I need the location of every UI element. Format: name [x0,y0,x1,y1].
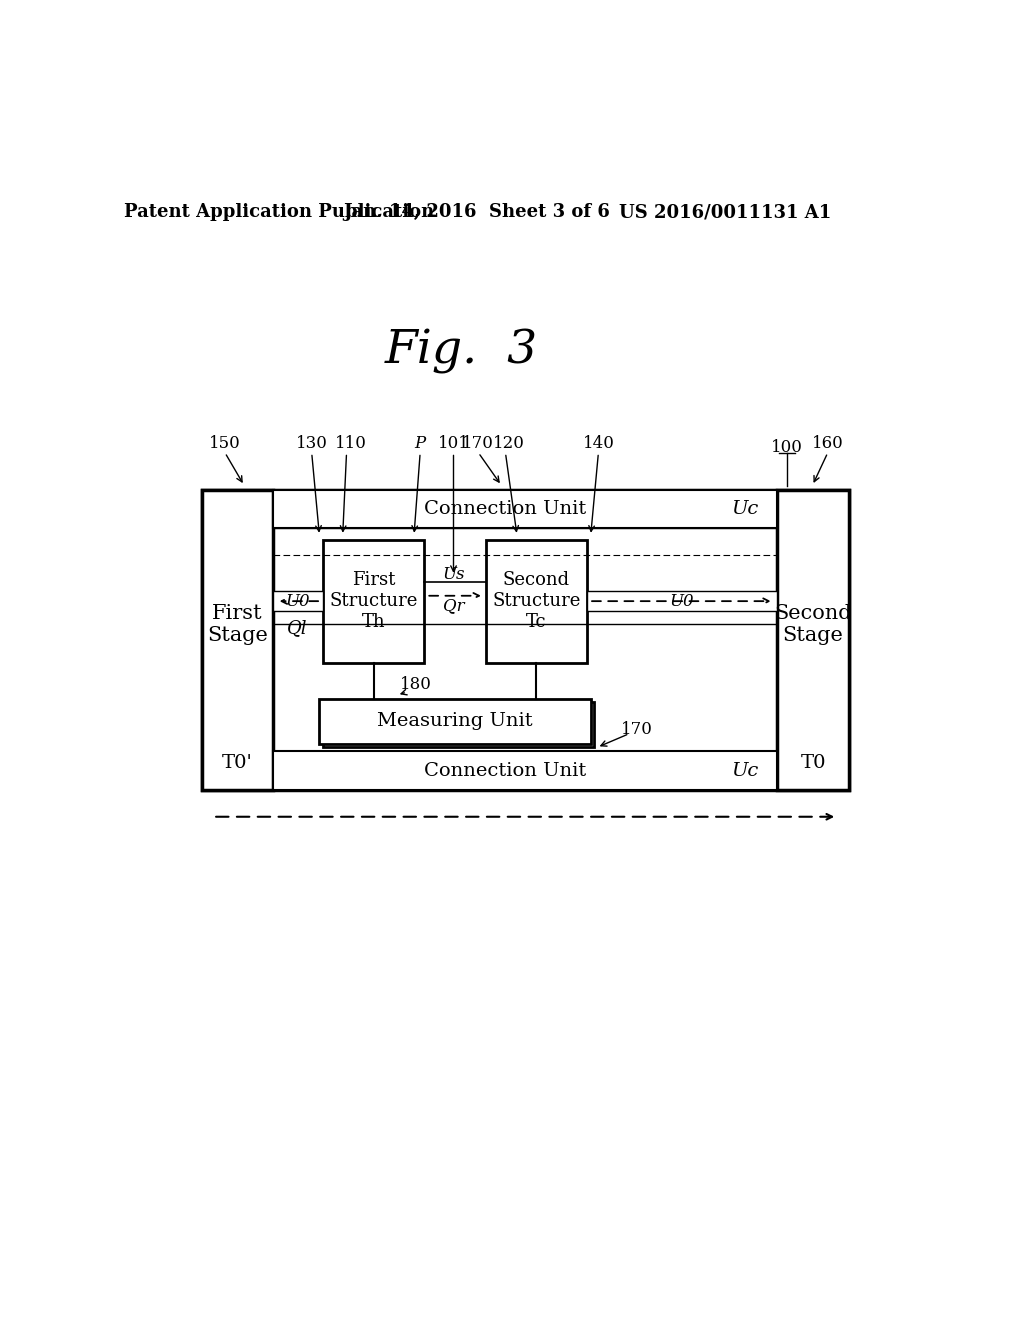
Text: 170: 170 [463,434,495,451]
Bar [273,751,777,789]
Text: 100: 100 [771,438,803,455]
Text: First
Structure
Th: First Structure Th [330,572,418,631]
Bar [202,490,849,789]
Text: Patent Application Publication: Patent Application Publication [124,203,434,222]
Text: 101: 101 [437,434,469,451]
Text: U0: U0 [670,593,694,610]
Text: 180: 180 [400,676,432,693]
Text: T0: T0 [801,754,825,772]
Text: 130: 130 [296,434,328,451]
Text: Second
Stage: Second Stage [774,603,852,644]
Bar [777,490,849,789]
Text: Uc: Uc [731,500,758,517]
Bar [319,700,591,743]
Text: Qr: Qr [442,597,464,614]
Text: Connection Unit: Connection Unit [424,500,587,517]
Text: P: P [415,434,426,451]
Text: T0': T0' [222,754,253,772]
Bar [273,591,324,611]
Bar [587,591,777,611]
Text: Uc: Uc [731,762,758,780]
Text: Fig.  3: Fig. 3 [385,329,538,374]
Bar [273,490,777,528]
Text: 170: 170 [622,721,653,738]
Text: Connection Unit: Connection Unit [424,762,587,780]
Text: Second
Structure
Tc: Second Structure Tc [493,572,581,631]
Text: Ql: Ql [287,619,307,638]
Text: First
Stage: First Stage [207,603,267,644]
Text: Us: Us [442,566,465,582]
Text: Jan. 14, 2016  Sheet 3 of 6: Jan. 14, 2016 Sheet 3 of 6 [343,203,610,222]
Text: US 2016/0011131 A1: US 2016/0011131 A1 [618,203,830,222]
Bar [486,540,587,663]
Text: Measuring Unit: Measuring Unit [377,713,532,730]
Text: 120: 120 [494,434,525,451]
Text: 110: 110 [335,434,367,451]
Text: 140: 140 [583,434,614,451]
Text: 150: 150 [209,434,241,451]
Bar [202,490,273,789]
Bar [324,540,424,663]
Bar [323,702,594,747]
Text: U0: U0 [286,593,310,610]
Text: 160: 160 [812,434,844,451]
